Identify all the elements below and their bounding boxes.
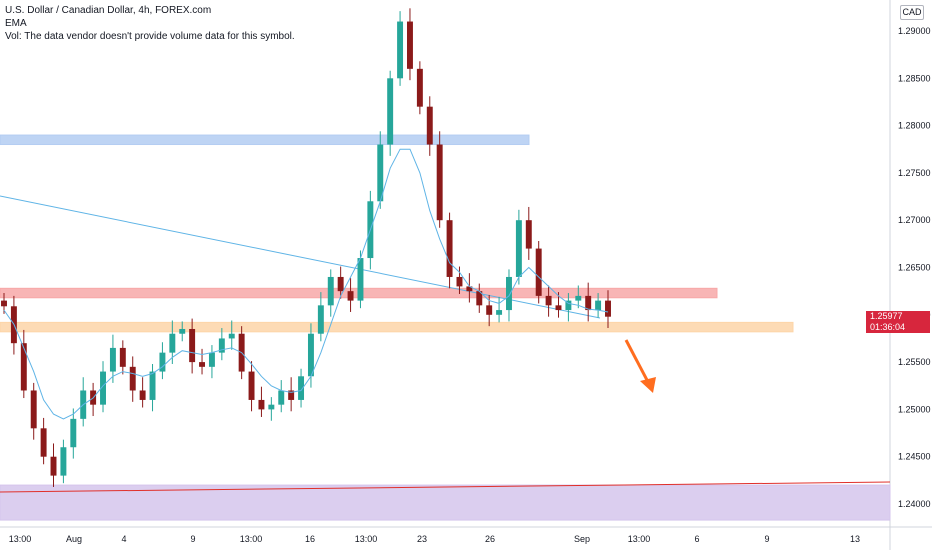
candle-body	[60, 447, 67, 476]
candle-body	[575, 295, 582, 301]
candle-body	[119, 347, 126, 367]
candle-body	[446, 220, 453, 277]
candle-body	[545, 295, 552, 306]
arrow-head	[640, 377, 656, 393]
price-tick-label: 1.28500	[898, 73, 931, 83]
time-tick-label: 13:00	[628, 534, 651, 544]
candle-body	[50, 456, 57, 476]
candle-body	[595, 300, 602, 311]
time-tick-label: Sep	[574, 534, 590, 544]
candle-body	[208, 352, 215, 367]
time-tick-label: Aug	[66, 534, 82, 544]
candle-body	[496, 310, 503, 315]
candle-body	[1, 300, 7, 307]
candle-body	[466, 286, 473, 292]
time-tick-label: 9	[764, 534, 769, 544]
time-tick-label: 26	[485, 534, 495, 544]
price-tick-label: 1.26500	[898, 263, 931, 273]
trend-line-descending	[0, 195, 601, 319]
price-tick-label: 1.27000	[898, 215, 931, 225]
candle-body	[486, 305, 493, 315]
candle-body	[109, 347, 116, 372]
candle-body	[169, 333, 176, 353]
bar-countdown: 01:36:04	[870, 322, 906, 332]
candle-body	[149, 371, 156, 400]
time-tick-label: 6	[694, 534, 699, 544]
candle-body	[258, 399, 265, 410]
candle-body	[70, 418, 77, 448]
candle-body	[506, 276, 512, 311]
candle-body	[387, 78, 394, 145]
candle-body	[100, 371, 106, 405]
candle-body	[327, 276, 334, 306]
price-tick-label: 1.27500	[898, 168, 931, 178]
price-tick-label: 1.25000	[898, 404, 931, 414]
candle-body	[436, 144, 443, 221]
candle-body	[30, 390, 37, 429]
symbol-title[interactable]: U.S. Dollar / Canadian Dollar, 4h, FOREX…	[5, 5, 212, 16]
candle-body	[248, 371, 255, 400]
ema-line	[3, 148, 609, 420]
candle-body	[357, 258, 364, 301]
time-tick-label: 16	[305, 534, 315, 544]
candle-body	[476, 291, 483, 306]
candle-body	[20, 343, 27, 391]
candle-body	[397, 21, 404, 79]
candle-body	[189, 328, 196, 363]
currency-badge[interactable]: CAD	[900, 5, 924, 20]
price-tick-label: 1.24000	[898, 499, 931, 509]
candle-body	[307, 333, 314, 377]
candle-body	[426, 106, 433, 145]
candle-body	[199, 362, 206, 367]
candle-body	[456, 276, 463, 287]
last-price-tag: 1.25977 01:36:04	[866, 311, 930, 333]
zone-0	[0, 134, 530, 146]
candle-body	[268, 404, 275, 410]
trend-line-ascending	[0, 481, 891, 493]
candle-body	[317, 305, 324, 334]
candle-body	[40, 428, 47, 457]
last-price-value: 1.25977	[870, 311, 903, 321]
zone-2	[0, 321, 794, 333]
zone-3	[0, 484, 891, 521]
candle-body	[218, 338, 225, 353]
time-tick-label: 23	[417, 534, 427, 544]
candle-body	[535, 248, 542, 296]
time-tick-label: 4	[121, 534, 126, 544]
price-tick-label: 1.28000	[898, 121, 931, 131]
candle-body	[139, 390, 146, 400]
time-tick-label: 13:00	[355, 534, 378, 544]
time-tick-label: 13	[850, 534, 860, 544]
arrow-shaft	[624, 339, 650, 383]
price-tick-label: 1.29000	[898, 26, 931, 36]
candle-body	[129, 366, 136, 391]
candle-body	[278, 390, 285, 405]
candle-body	[406, 21, 413, 69]
price-tick-label: 1.25500	[898, 357, 931, 367]
candle-body	[555, 305, 562, 311]
candle-body	[298, 376, 305, 400]
candle-body	[228, 333, 235, 339]
candle-body	[179, 328, 186, 334]
candle-body	[605, 300, 611, 317]
ema-indicator-label[interactable]: EMA	[5, 18, 27, 29]
candle-body	[515, 220, 522, 277]
time-tick-label: 9	[190, 534, 195, 544]
chart-legend: U.S. Dollar / Canadian Dollar, 4h, FOREX…	[5, 4, 295, 43]
candle-body	[585, 295, 592, 311]
candle-body	[377, 144, 384, 202]
candle-body	[416, 68, 423, 107]
time-tick-label: 13:00	[240, 534, 263, 544]
candle-body	[347, 291, 354, 301]
time-tick-label: 13:00	[9, 534, 32, 544]
candle-body	[288, 390, 295, 400]
candle-body	[565, 300, 572, 311]
volume-note: Vol: The data vendor doesn't provide vol…	[5, 31, 295, 42]
candle-body	[337, 276, 344, 292]
candle-body	[159, 352, 166, 372]
candle-body	[525, 220, 532, 249]
price-tick-label: 1.24500	[898, 452, 931, 462]
